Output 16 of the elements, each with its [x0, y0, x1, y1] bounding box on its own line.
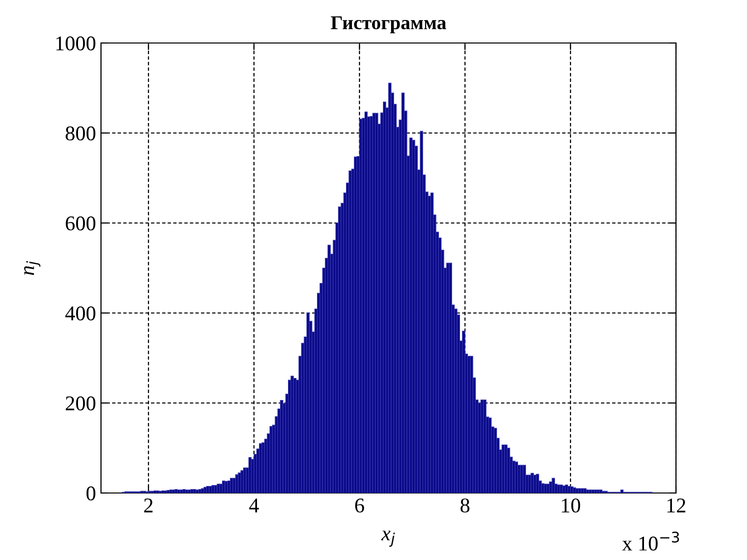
x-axis-title: x$_{j}$	[381, 530, 395, 547]
x-tick-label: 2	[144, 498, 153, 512]
y-tick-label: 400	[65, 306, 96, 320]
y-tick-label: 1000	[56, 36, 96, 50]
y-tick-label: 600	[66, 216, 96, 230]
chart-title: Гистограмма	[330, 16, 446, 34]
y-tick-label: 800	[66, 126, 96, 140]
text: x 10$^{−3}$	[622, 532, 679, 551]
x-tick-label: 12	[667, 498, 686, 512]
x-tick-label: 6	[355, 498, 364, 513]
y-tick-label: 200	[66, 396, 96, 410]
y-axis-title: n$_{j}$	[24, 261, 40, 275]
x-tick-label: 8	[460, 498, 470, 513]
x-tick-label: 10	[562, 498, 580, 513]
x-tick-label: 4	[249, 498, 259, 512]
y-tick-label: 0	[86, 486, 96, 500]
